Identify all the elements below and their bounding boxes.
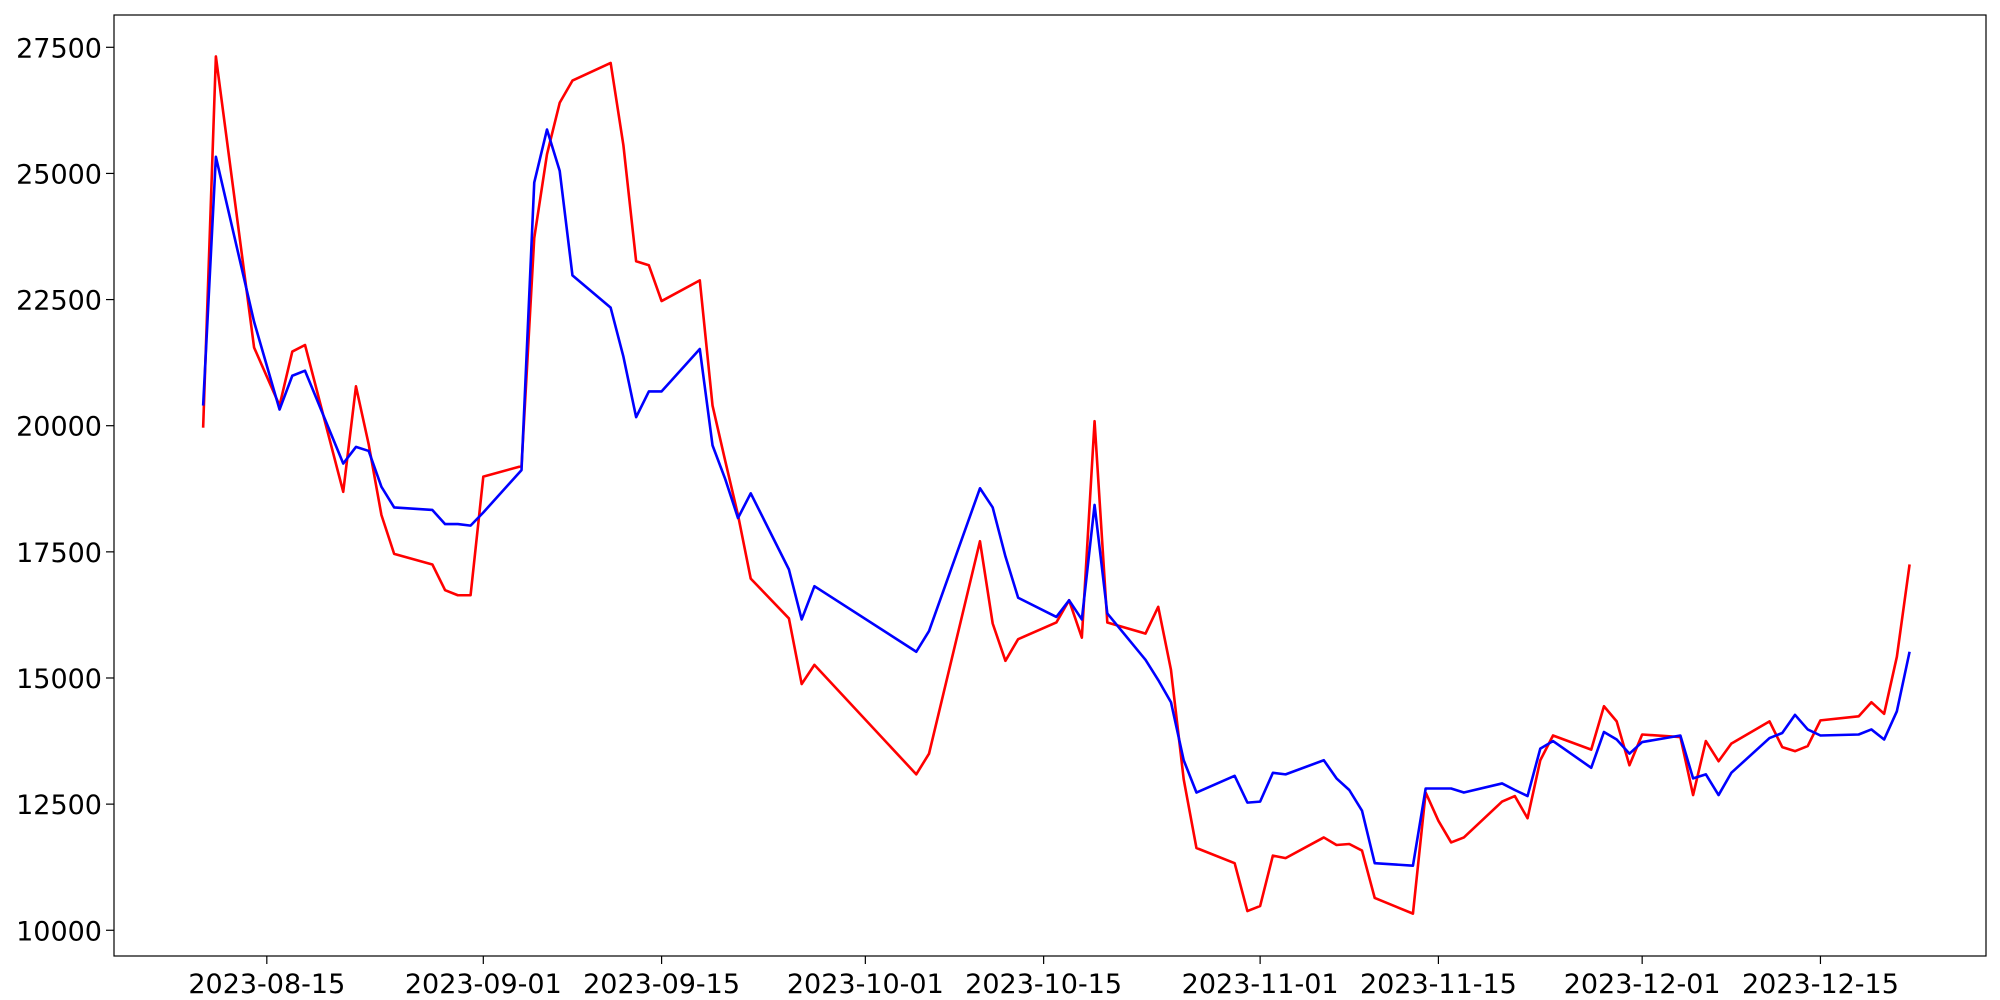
y-tick-label: 22500 [16, 286, 102, 317]
y-tick-label: 12500 [16, 790, 102, 821]
y-tick-label: 15000 [16, 664, 102, 695]
y-tick-label: 10000 [16, 916, 102, 947]
x-tick-label: 2023-12-01 [1564, 969, 1721, 1000]
x-tick-label: 2023-11-01 [1182, 969, 1339, 1000]
x-tick-label: 2023-09-15 [583, 969, 740, 1000]
y-tick-label: 25000 [16, 159, 102, 190]
plot-frame [113, 14, 1987, 957]
x-tick-label: 2023-08-15 [188, 969, 345, 1000]
series-line [201, 55, 1911, 915]
y-tick-label: 17500 [16, 538, 102, 569]
x-tick-label: 2023-09-01 [405, 969, 562, 1000]
x-tick-label: 2023-11-15 [1360, 969, 1517, 1000]
y-tick-label: 27500 [16, 33, 102, 64]
x-tick-label: 2023-10-15 [965, 969, 1122, 1000]
x-tick-label: 2023-10-01 [787, 969, 944, 1000]
y-tick-label: 20000 [16, 412, 102, 443]
x-tick-label: 2023-12-15 [1742, 969, 1899, 1000]
series-line [201, 128, 1911, 867]
